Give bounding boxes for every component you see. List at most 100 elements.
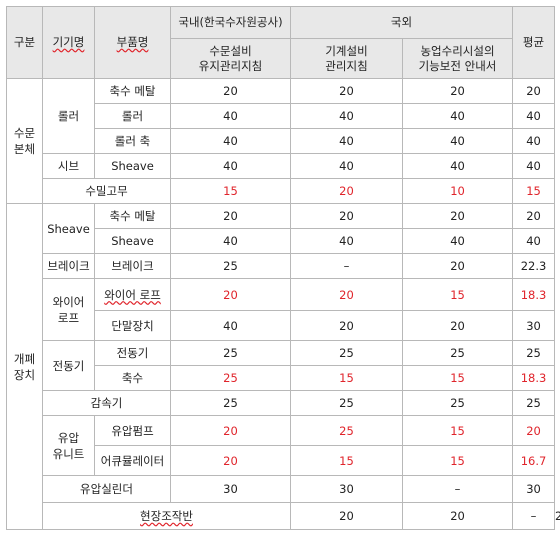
equip-seal-rubber: 수밀고무 — [42, 178, 171, 204]
value-cell: – — [401, 475, 514, 503]
part-cell: 유압펌프 — [94, 415, 171, 446]
equip-hydraulic-cylinder: 유압실린더 — [42, 475, 171, 503]
value-cell: 40 — [170, 103, 291, 129]
value-cell: 20 — [401, 78, 514, 104]
value-cell: 20 — [401, 310, 514, 341]
value-cell: 20 — [170, 415, 291, 446]
value-cell: 25 — [170, 390, 291, 416]
value-cell: 40 — [290, 103, 403, 129]
header-equipment: 기기명 — [42, 6, 95, 79]
header-sub-foreign1: 기계설비 관리지침 — [290, 38, 403, 79]
group-gate-body: 수문 본체 — [6, 78, 43, 204]
value-cell: 20 — [401, 253, 514, 279]
value-cell: 20 — [170, 78, 291, 104]
value-cell: 20 — [290, 310, 403, 341]
value-cell: 20 — [290, 178, 403, 204]
part-cell: 어큐뮬레이터 — [94, 445, 171, 476]
value-cell: 30 — [170, 475, 291, 503]
value-cell: 25 — [512, 340, 556, 366]
value-cell: 40 — [512, 153, 556, 179]
equip-motor: 전동기 — [42, 340, 95, 391]
value-cell: 40 — [401, 103, 514, 129]
value-cell: 40 — [170, 310, 291, 341]
header-average: 평균 — [512, 6, 556, 79]
value-cell: 40 — [170, 228, 291, 254]
value-cell: 15 — [401, 445, 514, 476]
value-cell: 40 — [290, 153, 403, 179]
equip-hydraulic-unit: 유압 유니트 — [42, 415, 95, 476]
value-cell: 15 — [401, 415, 514, 446]
value-cell: 40 — [290, 128, 403, 154]
value-cell: 20 — [290, 203, 403, 229]
value-cell: 25 — [290, 415, 403, 446]
value-cell: 20 — [512, 415, 556, 446]
value-cell: 20 — [170, 445, 291, 476]
part-cell: 축수 메탈 — [94, 203, 171, 229]
value-cell: 30 — [290, 475, 403, 503]
value-cell: 25 — [290, 340, 403, 366]
value-cell: 20 — [290, 78, 403, 104]
part-cell: 전동기 — [94, 340, 171, 366]
value-cell: 18.3 — [512, 278, 556, 311]
value-cell: 40 — [512, 228, 556, 254]
value-cell: 20 — [512, 203, 556, 229]
equip-roller: 롤러 — [42, 78, 95, 154]
value-cell: 40 — [290, 228, 403, 254]
value-cell: 15 — [401, 365, 514, 391]
part-cell: 롤러 — [94, 103, 171, 129]
value-cell: 40 — [512, 128, 556, 154]
value-cell: 40 — [401, 228, 514, 254]
value-cell: 30 — [512, 475, 556, 503]
header-sub-domestic: 수문설비 유지관리지침 — [170, 38, 291, 79]
value-cell: 20 — [290, 278, 403, 311]
value-cell: 20 — [401, 502, 514, 530]
value-cell: 16.7 — [512, 445, 556, 476]
value-cell: 40 — [512, 103, 556, 129]
value-cell: 10 — [401, 178, 514, 204]
value-cell: 18.3 — [512, 365, 556, 391]
group-opening-device: 개폐 장치 — [6, 203, 43, 530]
part-cell: 롤러 축 — [94, 128, 171, 154]
value-cell: 20 — [170, 203, 291, 229]
equip-sheave: 시브 — [42, 153, 95, 179]
value-cell: 20 — [401, 203, 514, 229]
value-cell: 15 — [170, 178, 291, 204]
value-cell: 25 — [512, 390, 556, 416]
header-part: 부품명 — [94, 6, 171, 79]
value-cell: 40 — [170, 128, 291, 154]
value-cell: 25 — [170, 365, 291, 391]
value-cell: 20 — [290, 502, 403, 530]
value-cell: 40 — [401, 128, 514, 154]
value-cell: 25 — [401, 390, 514, 416]
service-life-table: 구분 기기명 부품명 국내(한국수자원공사) 국외 평균 수문설비 유지관리지침… — [6, 6, 560, 530]
value-cell: 25 — [290, 390, 403, 416]
equip-brake: 브레이크 — [42, 253, 95, 279]
value-cell: – — [512, 502, 556, 530]
part-cell: 축수 메탈 — [94, 78, 171, 104]
part-cell: Sheave — [94, 228, 171, 254]
equip-control-panel: 현장조작반 — [42, 502, 291, 530]
header-domestic: 국내(한국수자원공사) — [170, 6, 291, 39]
value-cell: 40 — [170, 153, 291, 179]
value-cell: 15 — [512, 178, 556, 204]
value-cell: – — [290, 253, 403, 279]
value-cell: 20 — [512, 78, 556, 104]
value-cell: 22.3 — [512, 253, 556, 279]
value-cell: 15 — [401, 278, 514, 311]
value-cell: 15 — [290, 445, 403, 476]
part-cell: 단말장치 — [94, 310, 171, 341]
part-cell: 브레이크 — [94, 253, 171, 279]
part-cell: Sheave — [94, 153, 171, 179]
value-cell: 40 — [401, 153, 514, 179]
part-cell: 와이어 로프 — [94, 278, 171, 311]
header-sub-foreign2: 농업수리시설의 기능보전 안내서 — [401, 38, 514, 79]
value-cell: 25 — [170, 340, 291, 366]
equip-wire-rope: 와이어 로프 — [42, 278, 95, 341]
equip-reducer: 감속기 — [42, 390, 171, 416]
equip-sheave-2: Sheave — [42, 203, 95, 254]
part-cell: 축수 — [94, 365, 171, 391]
value-cell: 25 — [401, 340, 514, 366]
header-foreign: 국외 — [289, 6, 514, 39]
value-cell: 20 — [170, 278, 291, 311]
value-cell: 30 — [512, 310, 556, 341]
